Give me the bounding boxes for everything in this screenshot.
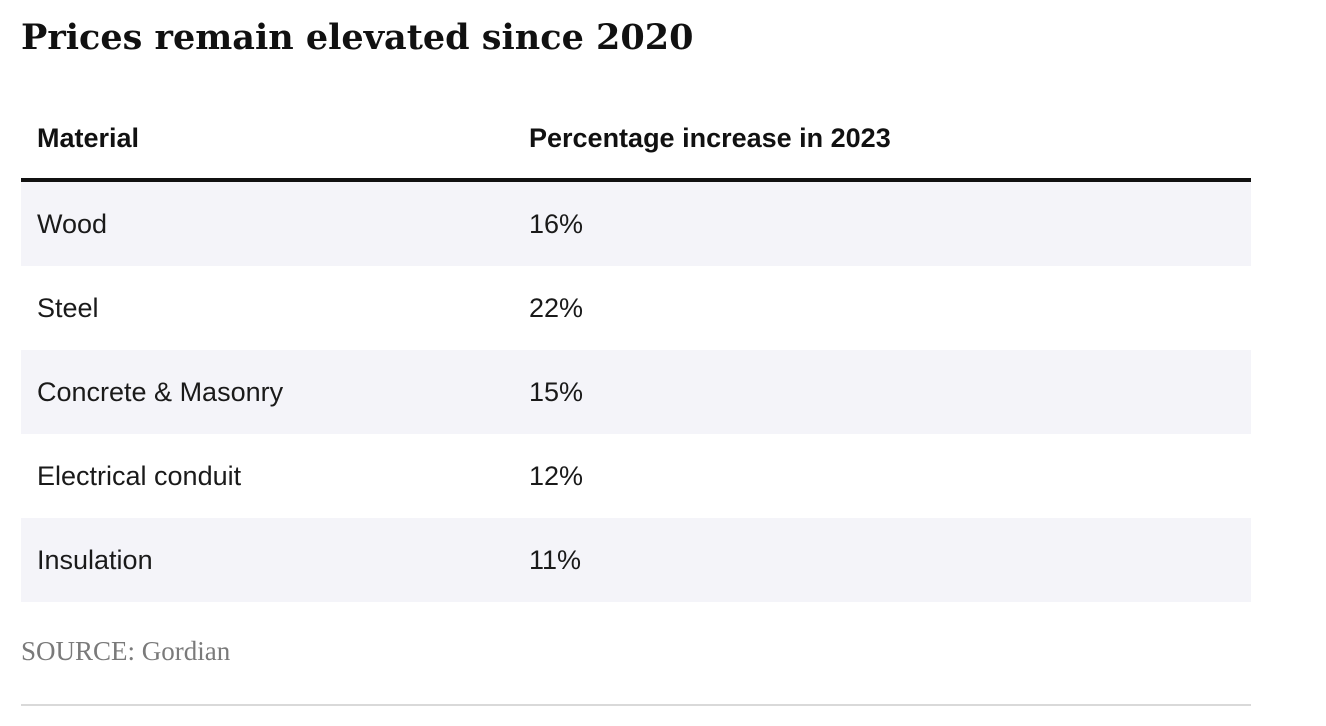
- percentage-cell: 12%: [529, 460, 584, 491]
- material-cell: Wood: [37, 208, 108, 239]
- percentage-cell: 11%: [529, 544, 582, 575]
- material-cell: Electrical conduit: [37, 460, 242, 491]
- table-row: Electrical conduit 12%: [21, 434, 1251, 518]
- column-header-percentage: Percentage increase in 2023: [529, 122, 891, 153]
- table-title: Prices remain elevated since 2020: [21, 17, 694, 58]
- bottom-divider: [21, 704, 1251, 706]
- material-cell: Concrete & Masonry: [37, 376, 284, 407]
- table-row: Concrete & Masonry 15%: [21, 350, 1251, 434]
- source-note: SOURCE: Gordian: [21, 636, 231, 666]
- table-row: Insulation 11%: [21, 518, 1251, 602]
- table-row: Wood 16%: [21, 182, 1251, 266]
- percentage-cell: 22%: [529, 292, 584, 323]
- percentage-cell: 16%: [529, 208, 584, 239]
- table-row: Steel 22%: [21, 266, 1251, 350]
- material-cell: Insulation: [37, 544, 153, 575]
- table-header-row: Material Percentage increase in 2023: [21, 98, 1251, 182]
- material-cell: Steel: [37, 292, 99, 323]
- percentage-cell: 15%: [529, 376, 584, 407]
- column-header-material: Material: [37, 122, 140, 153]
- data-table: Material Percentage increase in 2023 Woo…: [21, 98, 1251, 602]
